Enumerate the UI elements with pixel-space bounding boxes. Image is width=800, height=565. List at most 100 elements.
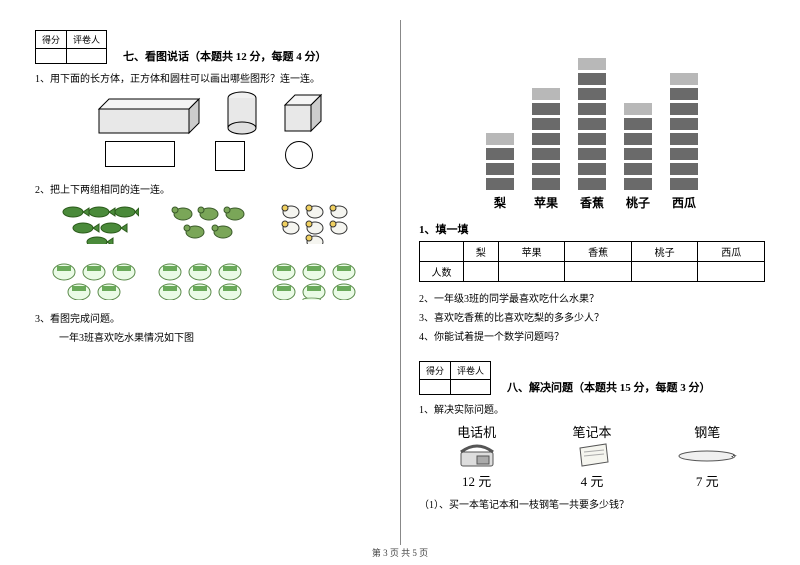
bar-label: 苹果 bbox=[532, 194, 560, 211]
fish-cluster bbox=[59, 202, 139, 244]
phone-label: 电话机 bbox=[447, 422, 507, 441]
bar-segment bbox=[670, 103, 698, 115]
score-table-8: 得分 评卷人 bbox=[419, 361, 491, 395]
bar-segment bbox=[578, 118, 606, 130]
bar-segment bbox=[670, 163, 698, 175]
frog-cluster-b bbox=[156, 258, 254, 300]
page-footer: 第 3 页 共 5 页 bbox=[0, 546, 800, 559]
ft-r1c3: 香蕉 bbox=[565, 242, 632, 262]
duck-icon bbox=[169, 202, 249, 244]
score-table-7: 得分 评卷人 bbox=[35, 30, 107, 64]
section7-title: 七、看图说话（本题共 12 分，每题 4 分） bbox=[123, 48, 327, 64]
bar-segment bbox=[532, 178, 560, 190]
ft-r1c4: 桃子 bbox=[631, 242, 698, 262]
bar-segment bbox=[486, 163, 514, 175]
fish-icon bbox=[59, 202, 139, 244]
bar-segment bbox=[670, 178, 698, 190]
q7-2-text: 2、把上下两组相同的连一连。 bbox=[35, 181, 382, 196]
bar-segment bbox=[670, 148, 698, 160]
follow-q3: 3、喜欢吃香蕉的比喜欢吃梨的多多少人？ bbox=[419, 309, 765, 324]
item-row: 电话机 12 元 笔记本 4 元 钢笔 7 元 bbox=[419, 422, 765, 490]
bar-segment bbox=[578, 88, 606, 100]
bar-segment bbox=[578, 58, 606, 70]
bar-segment bbox=[624, 103, 652, 115]
reviewer-label: 评卷人 bbox=[67, 31, 107, 49]
bar-segment bbox=[578, 73, 606, 85]
pen-price: 7 元 bbox=[677, 471, 737, 490]
bar-label: 香蕉 bbox=[578, 194, 606, 211]
bar-segment bbox=[486, 133, 514, 145]
phone-price: 12 元 bbox=[447, 471, 507, 490]
bar-segment bbox=[532, 103, 560, 115]
bar-col bbox=[670, 30, 698, 190]
reviewer-blank bbox=[67, 49, 107, 64]
section8-title: 八、解决问题（本题共 15 分，每题 3 分） bbox=[507, 379, 711, 395]
ft-r1c0 bbox=[420, 242, 464, 262]
notebook-icon bbox=[572, 442, 612, 470]
q7-1-text: 1、用下面的长方体，正方体和圆柱可以画出哪些图形？连一连。 bbox=[35, 70, 382, 85]
phone-icon bbox=[457, 442, 497, 470]
score-blank-8 bbox=[420, 380, 451, 395]
bottom-cluster-row bbox=[35, 258, 382, 300]
notebook-label: 笔记本 bbox=[562, 422, 622, 441]
item-notebook: 笔记本 4 元 bbox=[562, 422, 622, 490]
bar-col bbox=[624, 30, 652, 190]
score-label-8: 得分 bbox=[420, 362, 451, 380]
bar-segment bbox=[578, 148, 606, 160]
bar-segment bbox=[670, 118, 698, 130]
item-phone: 电话机 12 元 bbox=[447, 422, 507, 490]
score-box-7: 得分 评卷人 七、看图说话（本题共 12 分，每题 4 分） bbox=[35, 30, 382, 64]
pen-icon bbox=[677, 448, 737, 464]
bar-col bbox=[532, 30, 560, 190]
bar-segment bbox=[578, 103, 606, 115]
left-column: 得分 评卷人 七、看图说话（本题共 12 分，每题 4 分） 1、用下面的长方体… bbox=[35, 30, 400, 545]
bar-segment bbox=[624, 148, 652, 160]
rectangle-icon bbox=[105, 141, 175, 167]
fill-blank-title: 1、填一填 bbox=[419, 221, 765, 237]
ft-r2c3 bbox=[565, 262, 632, 282]
bar-segment bbox=[624, 163, 652, 175]
fruit-table: 梨 苹果 香蕉 桃子 西瓜 人数 bbox=[419, 241, 765, 282]
bar-segment bbox=[578, 178, 606, 190]
notebook-price: 4 元 bbox=[562, 471, 622, 490]
follow-q2: 2、一年级3班的同学最喜欢吃什么水果？ bbox=[419, 290, 765, 305]
bar-label: 梨 bbox=[486, 194, 514, 211]
bar-segment bbox=[578, 133, 606, 145]
bar-segment bbox=[670, 73, 698, 85]
ft-r2c5 bbox=[698, 262, 765, 282]
bar-segment bbox=[578, 163, 606, 175]
fruit-chart bbox=[419, 30, 765, 190]
item-pen: 钢笔 7 元 bbox=[677, 422, 737, 490]
right-column: 梨苹果香蕉桃子西瓜 1、填一填 梨 苹果 香蕉 桃子 西瓜 人数 2、一年级3班… bbox=[400, 20, 765, 545]
reviewer-label-8: 评卷人 bbox=[451, 362, 491, 380]
frog-cluster-a bbox=[50, 258, 140, 300]
chicken-icon bbox=[279, 202, 359, 244]
bar-segment bbox=[532, 118, 560, 130]
score-box-8: 得分 评卷人 八、解决问题（本题共 15 分，每题 3 分） bbox=[419, 361, 765, 395]
ft-r2c1 bbox=[464, 262, 499, 282]
bar-segment bbox=[670, 133, 698, 145]
duck-cluster bbox=[169, 202, 249, 244]
bar-col bbox=[486, 30, 514, 190]
bar-segment bbox=[532, 88, 560, 100]
cuboid-icon bbox=[93, 95, 203, 135]
score-label: 得分 bbox=[36, 31, 67, 49]
bar-segment bbox=[486, 178, 514, 190]
cylinder-icon bbox=[225, 91, 259, 135]
q8-1-text: 1、解决实际问题。 bbox=[419, 401, 765, 416]
q7-3b-text: 一年3班喜欢吃水果情况如下图 bbox=[59, 329, 382, 344]
bar-label: 西瓜 bbox=[670, 194, 698, 211]
chart-label-row: 梨 苹果 香蕉 桃子 西瓜 bbox=[419, 194, 765, 211]
bar-segment bbox=[532, 148, 560, 160]
chicken-cluster bbox=[279, 202, 359, 244]
q8-1-1-text: （1）、买一本笔记本和一枝钢笔一共要多少钱？ bbox=[419, 496, 765, 511]
ft-r2c0: 人数 bbox=[420, 262, 464, 282]
bar-segment bbox=[486, 148, 514, 160]
ft-r1c5: 西瓜 bbox=[698, 242, 765, 262]
ft-r2c4 bbox=[631, 262, 698, 282]
bar-label: 桃子 bbox=[624, 194, 652, 211]
top-cluster-row bbox=[35, 202, 382, 244]
bar-segment bbox=[532, 163, 560, 175]
ft-r1c1: 梨 bbox=[464, 242, 499, 262]
score-blank bbox=[36, 49, 67, 64]
